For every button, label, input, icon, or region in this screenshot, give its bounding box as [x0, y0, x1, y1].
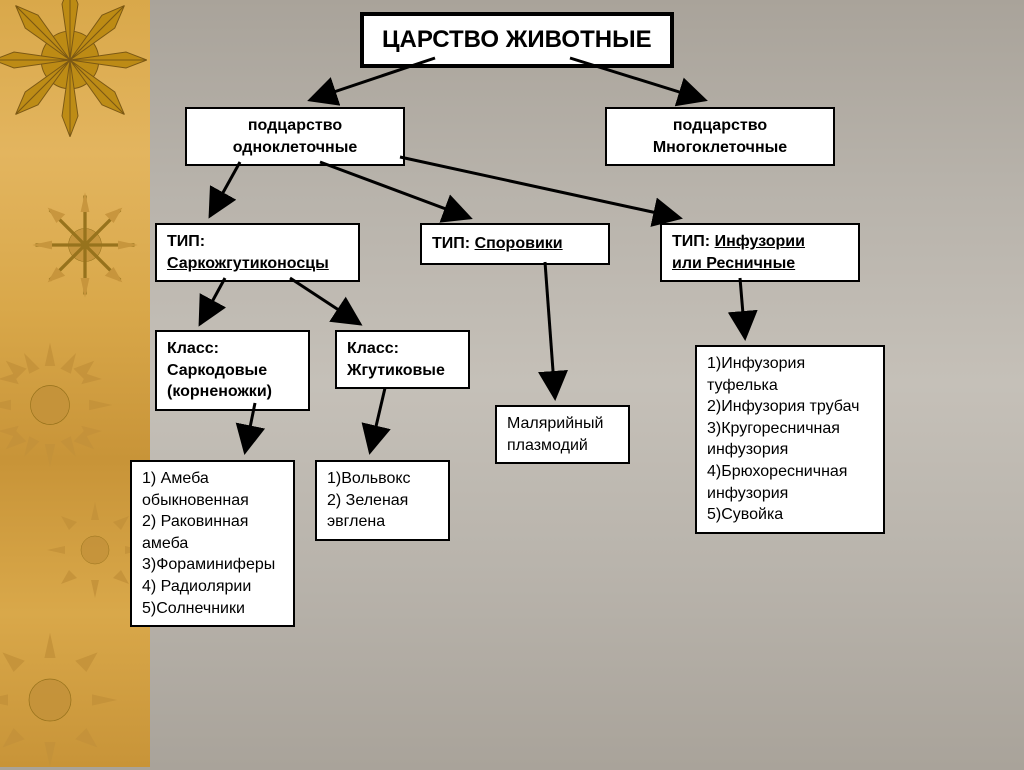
sun-icon: [30, 190, 140, 300]
sun-icon: [0, 0, 150, 140]
type-label: ТИП:: [167, 233, 205, 250]
list-item: плазмодий: [507, 435, 618, 457]
subkingdom-multicellular: подцарство Многоклеточные: [605, 107, 835, 166]
type-value: Саркожгутиконосцы: [167, 255, 329, 272]
class-sarcodina: Класс: Саркодовые (корненожки): [155, 330, 310, 411]
title-box: ЦАРСТВО ЖИВОТНЫЕ: [360, 12, 674, 68]
type-sporozoa: ТИП: Споровики: [420, 223, 610, 265]
list-item: 1)Инфузория туфелька: [707, 353, 873, 396]
type-value: Инфузории: [715, 233, 805, 250]
label: Многоклеточные: [617, 137, 823, 159]
list-item: 1)Вольвокс: [327, 468, 438, 490]
class-line: Жгутиковые: [347, 360, 458, 382]
list-item: 1) Амеба обыкновенная: [142, 468, 283, 511]
list-ciliophora: 1)Инфузория туфелька 2)Инфузория трубач …: [695, 345, 885, 534]
list-item: 2) Зеленая эвглена: [327, 490, 438, 533]
title-text: ЦАРСТВО ЖИВОТНЫЕ: [382, 26, 652, 53]
type-label: ТИП:: [432, 235, 470, 252]
label: подцарство: [197, 115, 393, 137]
list-item: 2) Раковинная амеба: [142, 511, 283, 554]
type-ciliophora: ТИП: Инфузории или Ресничные: [660, 223, 860, 282]
decorative-sidebar: [0, 0, 150, 767]
class-line: (корненожки): [167, 381, 298, 403]
class-line: Саркодовые: [167, 360, 298, 382]
list-item: 3)Кругоресничная инфузория: [707, 418, 873, 461]
label: одноклеточные: [197, 137, 393, 159]
list-item: Малярийный: [507, 413, 618, 435]
list-sporozoa: Малярийный плазмодий: [495, 405, 630, 464]
list-flagellata: 1)Вольвокс 2) Зеленая эвглена: [315, 460, 450, 541]
list-item: 5)Солнечники: [142, 598, 283, 620]
list-sarcodina: 1) Амеба обыкновенная 2) Раковинная амеб…: [130, 460, 295, 627]
class-label: Класс:: [347, 338, 458, 360]
class-label: Класс:: [167, 338, 298, 360]
list-item: 4) Радиолярии: [142, 576, 283, 598]
subkingdom-unicellular: подцарство одноклеточные: [185, 107, 405, 166]
type-label: ТИП:: [672, 233, 710, 250]
type-value: или Ресничные: [672, 255, 795, 272]
label: подцарство: [617, 115, 823, 137]
sun-icon: [0, 340, 115, 470]
type-sarcomastigophora: ТИП: Саркожгутиконосцы: [155, 223, 360, 282]
list-item: 4)Брюхоресничная инфузория: [707, 461, 873, 504]
list-item: 3)Фораминиферы: [142, 554, 283, 576]
list-item: 2)Инфузория трубач: [707, 396, 873, 418]
class-flagellata: Класс: Жгутиковые: [335, 330, 470, 389]
type-value: Споровики: [475, 235, 563, 252]
list-item: 5)Сувойка: [707, 504, 873, 526]
sun-icon: [0, 630, 120, 770]
